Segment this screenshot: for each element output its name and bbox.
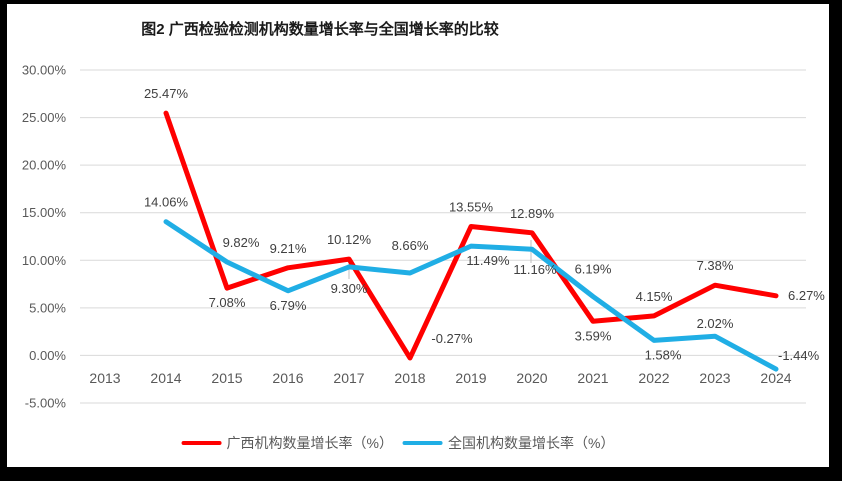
legend-item-national: 全国机构数量增长率（%） [403, 433, 614, 453]
chart-title: 图2 广西检验检测机构数量增长率与全国增长率的比较 [141, 21, 499, 38]
data-point-label-guangxi-2022: 4.15% [636, 289, 673, 304]
y-axis-tick-label: 15.00% [22, 205, 67, 220]
data-point-label-national-2017: 9.30% [331, 281, 368, 296]
x-axis-year-label: 2016 [272, 370, 303, 386]
series-line-national [163, 219, 779, 372]
data-point-label-national-2014: 14.06% [144, 195, 189, 210]
legend-swatch-national-line-icon [403, 441, 443, 445]
x-axis-year-label: 2022 [638, 370, 669, 386]
data-point-label-guangxi-2016: 9.21% [270, 241, 307, 256]
legend-label-guangxi: 广西机构数量增长率（%） [226, 435, 393, 451]
x-axis-year-label: 2013 [89, 370, 120, 386]
chart-legend: 广西机构数量增长率（%） 全国机构数量增长率（%） [181, 433, 614, 453]
y-axis-tick-label: 10.00% [22, 253, 67, 268]
x-axis-year-label: 2014 [150, 370, 181, 386]
y-axis-tick-label: 5.00% [29, 300, 66, 315]
chart-canvas [7, 4, 829, 467]
data-point-label-guangxi-2019: 13.55% [449, 200, 494, 215]
data-point-label-guangxi-2018: -0.27% [431, 331, 473, 346]
legend-swatch-guangxi-line-icon [181, 441, 222, 445]
x-axis-year-label: 2017 [333, 370, 364, 386]
data-point-label-national-2020: 11.16% [513, 262, 557, 277]
y-axis-tick-label: 0.00% [29, 348, 66, 363]
y-axis-tick-label: 20.00% [22, 158, 67, 173]
y-axis-tick-label: -5.00% [25, 396, 67, 411]
x-axis-year-label: 2021 [577, 370, 608, 386]
x-axis-year-label: 2018 [394, 370, 425, 386]
data-point-label-national-2015: 9.82% [223, 235, 260, 250]
data-point-label-national-2024: -1.44% [778, 348, 820, 363]
data-point-label-national-2018: 8.66% [392, 238, 429, 253]
data-point-label-guangxi-2023: 7.38% [697, 258, 734, 273]
data-point-label-national-2021: 6.19% [575, 262, 612, 277]
data-point-label-guangxi-2024: 6.27% [788, 288, 825, 303]
legend-label-national: 全国机构数量增长率（%） [448, 435, 615, 451]
data-point-label-national-2023: 2.02% [697, 316, 734, 331]
y-axis-tick-label: 30.00% [22, 63, 67, 78]
data-point-label-guangxi-2020: 12.89% [510, 206, 555, 221]
series-line-guangxi [163, 110, 779, 361]
x-axis-year-label: 2023 [699, 370, 730, 386]
data-point-label-guangxi-2014: 25.47% [144, 86, 189, 101]
x-axis-year-label: 2019 [455, 370, 486, 386]
data-point-label-national-2016: 6.79% [270, 298, 307, 313]
x-axis-year-label: 2024 [760, 370, 791, 386]
data-point-label-national-2022: 1.58% [645, 347, 682, 362]
x-axis-year-label: 2020 [516, 370, 547, 386]
data-point-label-national-2019: 11.49% [466, 253, 510, 268]
data-point-label-guangxi-2015: 7.08% [209, 295, 246, 310]
y-axis-tick-label: 25.00% [22, 110, 67, 125]
x-axis-year-label: 2015 [211, 370, 242, 386]
legend-item-guangxi: 广西机构数量增长率（%） [181, 433, 393, 453]
data-point-label-guangxi-2021: 3.59% [575, 328, 612, 343]
data-point-label-guangxi-2017: 10.12% [327, 232, 372, 247]
